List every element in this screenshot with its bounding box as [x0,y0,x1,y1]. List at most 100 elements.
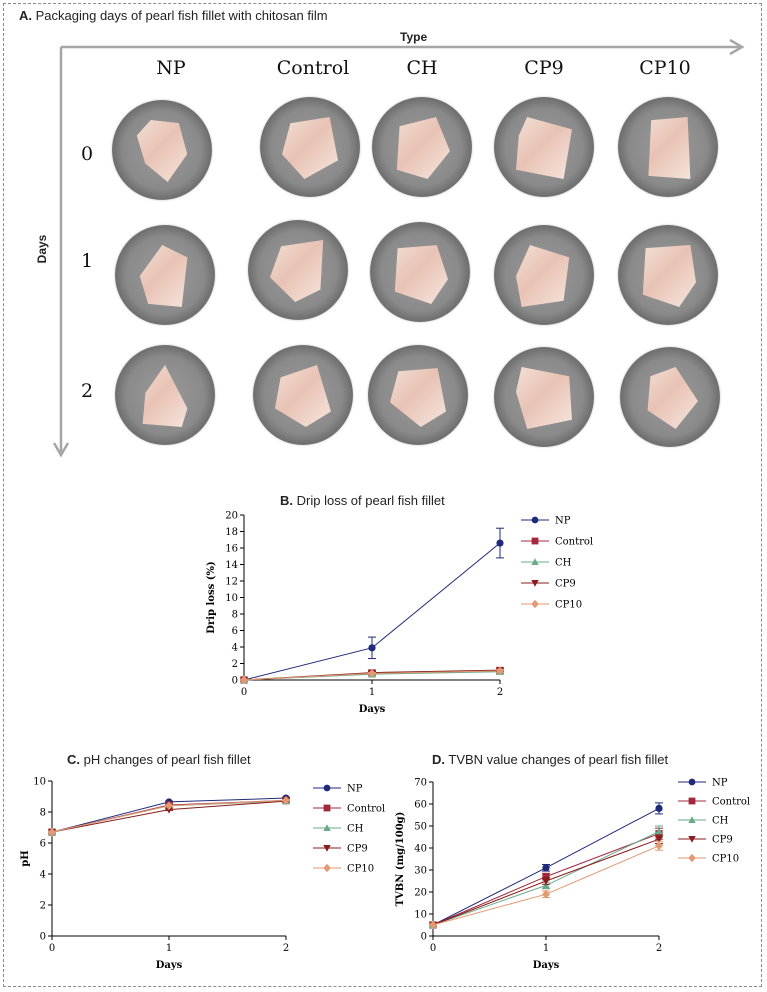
chart-d-x-tick-label: 0 [430,943,436,954]
chart-b-y-tick-label: 8 [232,610,238,621]
type-axis-label: Type [400,30,428,44]
chart-d-y-tick-label: 30 [414,866,427,877]
dish-ch-day0 [372,97,472,197]
type-arrow-head [729,38,745,56]
chart-c-x-tick-label: 1 [166,943,172,954]
chart-b-y-tick-label: 14 [225,560,238,571]
panel-b-title: B. Drip loss of pearl fish fillet [280,493,445,508]
chart-b-legend-control-marker [531,537,539,545]
chart-c-axes: 0 2 4 6 8 10 0 1 2 Days pH [20,777,289,972]
chart-d-y-tick-label: 0 [421,932,427,943]
chart-d-series-ch-point [655,827,663,835]
chart-b-y-tick-label: 2 [232,659,238,670]
panel-d-title-text: TVBN value changes of pearl fish fillet [448,752,669,767]
row-label-day-1: 1 [80,250,94,272]
chart-d-legend-np-marker [688,778,696,786]
chart-d-series-cp10-point [542,889,550,899]
chart-d: 0 10 20 30 40 50 60 70 0 1 2 Days TVBN (mg/100g) NP Co… [395,778,750,972]
chart-c-legend-ch-label: CH [347,824,364,835]
chart-c-x-tick-label: 0 [49,943,55,954]
chart-d-y-tick-label: 40 [414,844,427,855]
chart-b-legend-cp10-label: CP10 [555,600,582,611]
chart-c-legend-cp10-marker [323,863,331,873]
chart-c-legend-ch-marker [323,824,331,832]
chart-d-legend-cp10-label: CP10 [712,854,739,865]
chart-c: 0 2 4 6 8 10 0 1 2 Days pH NP Control CH CP9 CP10 [20,777,385,972]
panel-a-title-text: Packaging days of pearl fish fillet with… [35,8,328,23]
dish-np-day0 [112,100,212,200]
chart-b-legend-ch-label: CH [555,558,572,569]
chart-c-legend-np-marker [323,784,331,792]
panel-c-title: C. pH changes of pearl fish fillet [67,752,251,767]
chart-c-legend: NP Control CH CP9 CP10 [313,784,385,875]
panel-a-arrows [52,38,745,458]
chart-b-series-np-point [496,539,504,547]
chart-b-legend-cp9-marker [531,579,539,587]
chart-c-y-tick-label: 8 [40,808,46,819]
chart-b-x-tick-label: 2 [497,687,503,698]
chart-c-legend-cp10-label: CP10 [347,864,374,875]
chart-b-y-tick-label: 4 [232,643,238,654]
chart-d-y-tick-label: 60 [414,800,427,811]
chart-d-legend-cp10-marker [688,853,696,863]
dish-ch-day2 [368,345,468,445]
chart-d-legend-np-label: NP [712,778,728,789]
chart-d-series-np-point [542,864,550,872]
chart-b-y-tick-label: 6 [232,626,238,637]
chart-b-y-tick-label: 12 [225,577,238,588]
row-label-day-0: 0 [80,143,94,165]
chart-b-legend-control-label: Control [555,537,593,548]
chart-c-legend-np-label: NP [347,784,363,795]
panel-a-letter: A. [19,8,32,23]
column-label-control: Control [276,57,350,79]
chart-c-legend-cp9-label: CP9 [347,844,368,855]
chart-b-legend-np-label: NP [555,516,571,527]
chart-d-x-tick-label: 1 [543,943,549,954]
chart-b-legend-np-marker [531,516,539,524]
row-label-day-2: 2 [80,380,94,402]
days-arrow-head [52,442,70,458]
chart-b-legend-cp10-marker [531,599,539,609]
dish-cp10-day0 [618,97,718,197]
dish-cp9-day2 [494,347,594,447]
dish-cp9-day1 [494,225,594,325]
chart-d-series-cp10-point [655,841,663,851]
chart-d-series-ch-point [542,881,550,889]
dish-cp10-day1 [618,225,718,325]
dish-control-day2 [253,345,353,445]
chart-c-legend-control-marker [323,804,331,812]
chart-d-legend-cp9-marker [688,835,696,843]
chart-b-series-np-point [368,644,376,652]
dish-np-day2 [115,345,215,445]
chart-d-axes: 0 10 20 30 40 50 60 70 0 1 2 Days TVBN (mg/100g) [395,778,662,972]
panel-b-title-text: Drip loss of pearl fish fillet [296,493,445,508]
chart-d-legend: NP Control CH CP9 CP10 [678,778,750,865]
chart-b-x-tick-label: 1 [369,687,375,698]
figure-frame [3,3,762,987]
chart-d-x-tick-label: 2 [656,943,662,954]
chart-d-y-label: TVBN (mg/100g) [395,812,406,907]
chart-c-legend-cp9-marker [323,844,331,852]
chart-b-y-tick-label: 18 [225,527,238,538]
chart-b-legend: NP Control CH CP9 CP10 [521,516,593,611]
chart-b-y-tick-label: 10 [225,593,238,604]
panel-b-letter: B. [280,493,293,508]
chart-c-y-label: pH [20,850,31,866]
chart-d-series-cp9-point [542,877,550,885]
chart-b-x-label: Days [359,704,386,715]
chart-d-y-tick-label: 10 [414,910,427,921]
chart-d-legend-control-marker [688,797,696,805]
chart-d-y-tick-label: 20 [414,888,427,899]
chart-c-y-tick-label: 10 [33,777,46,788]
dish-cp9-day0 [494,97,594,197]
chart-b-y-label: Drip loss (%) [206,561,217,633]
panel-c-title-text: pH changes of pearl fish fillet [83,752,251,767]
chart-d-y-tick-label: 50 [414,822,427,833]
chart-c-series-cp10-point [165,801,173,811]
dish-ch-day1 [370,222,470,322]
chart-d-series-control-point [542,873,550,881]
chart-c-legend-control-label: Control [347,804,385,815]
chart-b-legend-cp9-label: CP9 [555,579,576,590]
chart-c-x-tick-label: 2 [283,943,289,954]
